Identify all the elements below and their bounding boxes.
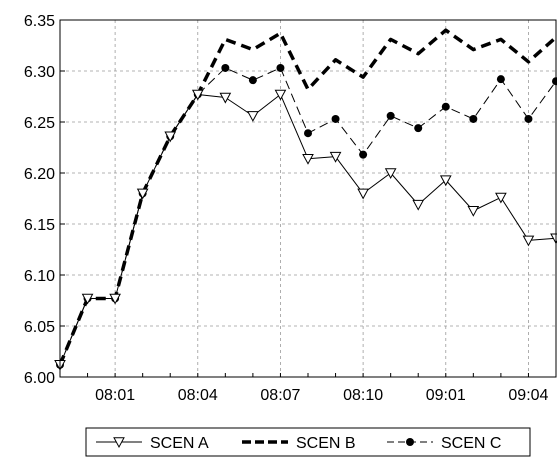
y-tick-label: 6.15	[24, 217, 55, 234]
y-tick-label: 6.20	[24, 166, 55, 183]
data-point-scen-c	[441, 102, 450, 111]
legend-label-scen-c: SCEN C	[441, 435, 501, 452]
data-point-scen-c	[386, 111, 395, 120]
data-point-scen-a	[439, 175, 452, 187]
data-point-scen-a	[109, 293, 121, 305]
data-point-scen-c	[304, 129, 312, 138]
series-group	[54, 28, 557, 371]
legend-marker-scen-a	[113, 437, 125, 449]
legend-entry-scen-b: SCEN B	[242, 435, 356, 452]
x-tick-label: 08:10	[343, 387, 383, 404]
data-point-scen-a	[274, 89, 287, 101]
series-scen-b	[58, 28, 557, 366]
data-point-scen-a	[467, 205, 480, 217]
data-point-scen-a	[357, 188, 369, 200]
x-tick-label: 09:01	[426, 387, 466, 404]
data-point-scen-a	[522, 235, 535, 247]
y-tick-label: 6.05	[24, 319, 55, 336]
series-scen-a	[54, 89, 557, 371]
series-line-scen-b	[58, 28, 557, 366]
x-tick-label: 08:01	[95, 387, 135, 404]
gridlines	[59, 19, 557, 378]
data-point-scen-a	[247, 111, 259, 122]
y-axis-tick-labels: 6.00 6.05 6.10 6.15 6.20 6.25 6.30 6.35	[24, 13, 55, 387]
data-point-scen-a	[136, 188, 149, 200]
y-tick-label: 6.10	[24, 268, 55, 285]
x-tick-label: 08:04	[178, 387, 218, 404]
data-point-scen-c	[414, 124, 423, 133]
data-point-scen-a	[412, 199, 425, 211]
y-tick-label: 6.25	[24, 115, 55, 132]
y-tick-label: 6.00	[24, 370, 55, 387]
data-point-scen-a	[81, 293, 94, 305]
data-point-scen-c	[359, 150, 368, 159]
plot-area	[60, 20, 556, 377]
x-axis-tick-labels: 08:01 08:04 08:07 08:10 09:01 09:04	[95, 387, 548, 404]
x-tick-label: 09:04	[508, 387, 548, 404]
data-point-scen-c	[469, 114, 478, 123]
legend-entry-scen-a: SCEN A	[96, 435, 209, 452]
data-point-scen-a	[495, 192, 507, 204]
x-tick-label: 08:07	[260, 387, 300, 404]
plot-frame	[59, 19, 557, 378]
data-point-scen-a	[302, 153, 314, 165]
y-tick-label: 6.35	[24, 13, 55, 30]
legend: SCEN A SCEN B SCEN C	[85, 427, 531, 457]
data-point-scen-a	[219, 92, 232, 104]
data-point-scen-a	[329, 151, 342, 163]
legend-frame	[85, 427, 531, 457]
data-point-scen-c	[496, 75, 505, 84]
data-point-scen-a	[384, 168, 397, 180]
data-point-scen-c	[276, 63, 285, 72]
data-point-scen-c	[248, 76, 257, 85]
data-point-scen-a	[164, 131, 177, 143]
data-point-scen-c	[221, 63, 230, 72]
data-point-scen-a	[191, 89, 204, 101]
legend-marker-scen-c	[406, 438, 414, 446]
data-point-scen-c	[524, 114, 533, 123]
legend-label-scen-a: SCEN A	[150, 435, 209, 452]
legend-label-scen-b: SCEN B	[296, 435, 356, 452]
legend-entry-scen-c: SCEN C	[387, 435, 501, 452]
y-tick-label: 6.30	[24, 64, 55, 81]
data-point-scen-c	[331, 114, 340, 123]
